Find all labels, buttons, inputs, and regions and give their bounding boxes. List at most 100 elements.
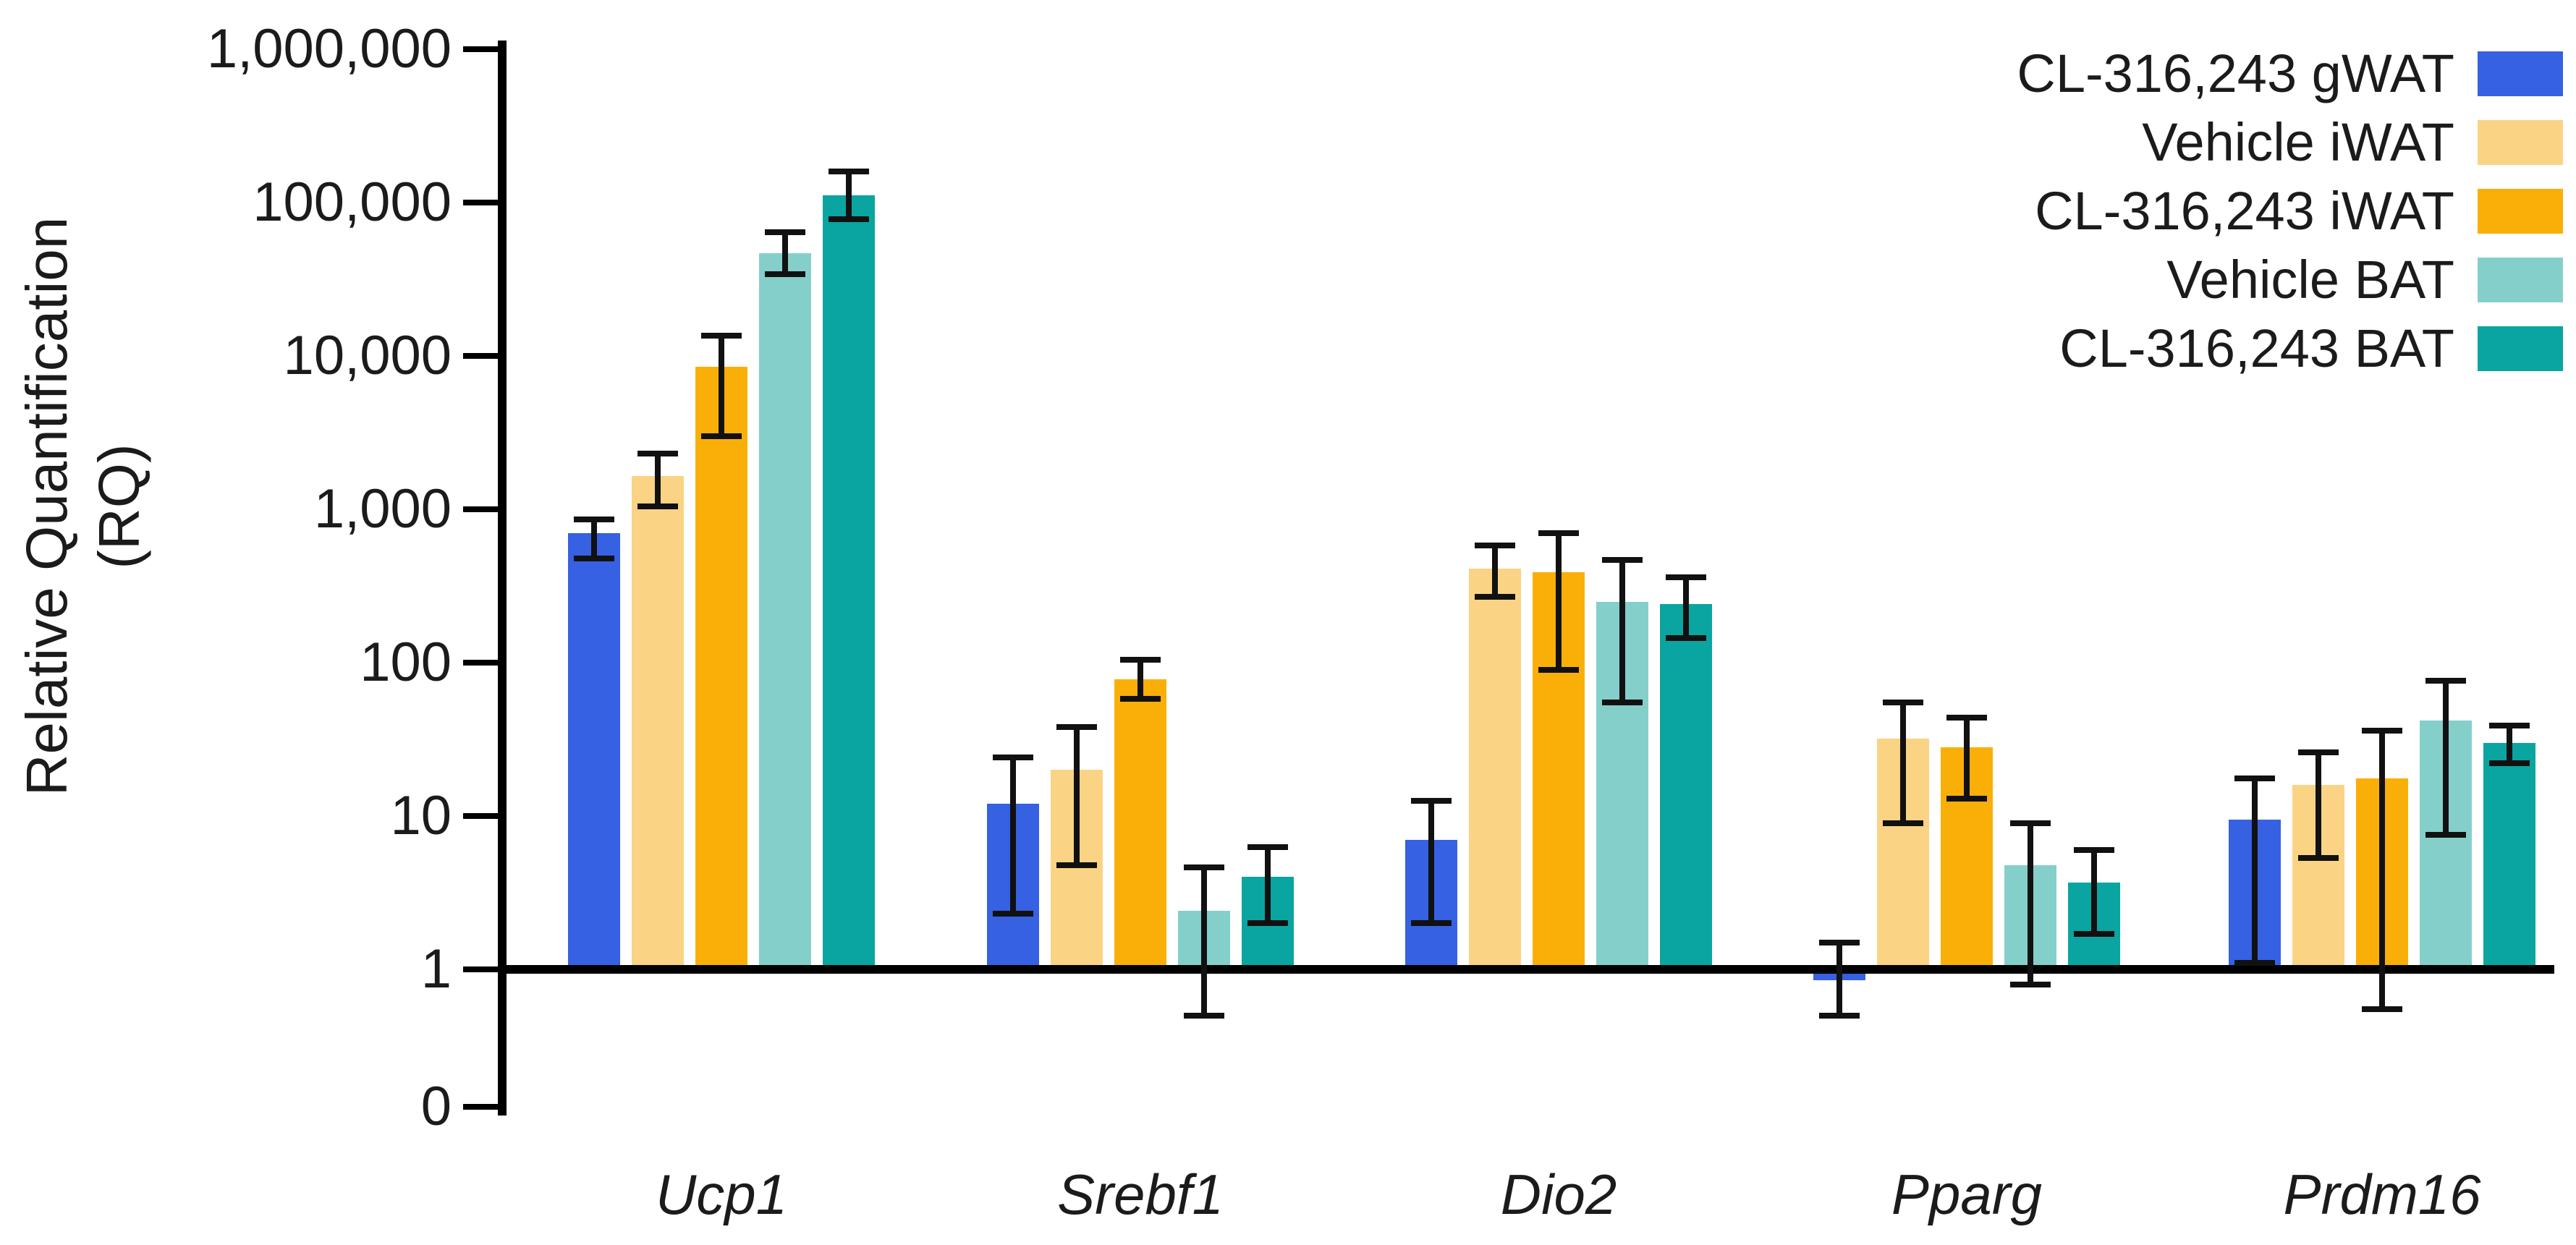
y-tick-label: 1,000	[313, 478, 452, 540]
error-bar-cap-bottom	[1538, 666, 1579, 673]
error-bar-cap-top	[2489, 722, 2530, 728]
y-tick-label: 100	[360, 632, 452, 693]
error-bar-cap-bottom	[1602, 700, 1643, 706]
y-tick-mark	[463, 353, 498, 359]
x-category-label: Srebf1	[1057, 1163, 1224, 1226]
error-bar-cap-top	[765, 229, 805, 236]
y-tick-label: 10,000	[283, 325, 452, 386]
error-bar-cap-bottom	[1666, 634, 1706, 641]
error-bar-cap-top	[637, 451, 678, 457]
error-bar-line	[1010, 757, 1016, 914]
error-bar-line	[1428, 801, 1434, 924]
error-bar-line	[1074, 727, 1080, 865]
error-bar-line	[591, 519, 597, 558]
error-bar-cap-top	[829, 168, 869, 174]
legend-swatch	[2478, 120, 2563, 165]
x-category-label: Dio2	[1500, 1163, 1617, 1226]
error-bar-cap-top	[574, 516, 614, 522]
x-category-label: Prdm16	[2283, 1163, 2481, 1226]
y-tick-label: 100,000	[253, 171, 452, 233]
legend-label: Vehicle iWAT	[2142, 112, 2454, 172]
error-bar-line	[1836, 942, 1842, 1016]
y-tick-mark	[463, 660, 498, 666]
error-bar-cap-top	[2010, 820, 2051, 826]
error-bar-cap-bottom	[1247, 920, 1288, 927]
error-bar-cap-bottom	[2074, 931, 2114, 938]
legend-swatch	[2478, 51, 2563, 96]
legend-label: Vehicle BAT	[2166, 250, 2454, 310]
bar-Ucp1-Vehicle-BAT	[759, 252, 811, 969]
error-bar-line	[2443, 681, 2449, 836]
error-bar-line	[1265, 846, 1271, 924]
error-bar-cap-bottom	[574, 555, 614, 561]
x-category-label: Ucp1	[655, 1163, 788, 1226]
error-bar-cap-bottom	[1819, 1012, 1860, 1019]
error-bar-cap-top	[1946, 714, 1987, 721]
error-bar-cap-top	[2425, 678, 2466, 684]
error-bar-line	[2028, 823, 2033, 985]
y-tick-label: 10	[390, 785, 452, 846]
error-bar-cap-top	[1056, 724, 1097, 731]
error-bar-cap-top	[2362, 728, 2402, 734]
error-bar-cap-top	[1411, 798, 1452, 804]
error-bar-cap-top	[1666, 574, 1706, 581]
error-bar-cap-top	[2234, 776, 2275, 782]
error-bar-line	[1619, 559, 1625, 703]
legend-swatch	[2478, 258, 2563, 302]
bar-Ucp1-CL-316-243-iWAT	[695, 366, 747, 969]
error-bar-cap-top	[1120, 656, 1161, 663]
error-bar-cap-top	[701, 333, 742, 339]
error-bar-line	[2091, 850, 2097, 935]
error-bar-line	[2507, 725, 2512, 764]
error-bar-cap-bottom	[2010, 981, 2051, 987]
y-tick-mark	[463, 506, 498, 512]
y-tick-mark	[463, 200, 498, 205]
error-bar-cap-top	[2074, 847, 2114, 854]
bar-Dio2-CL-316-243-BAT	[1660, 604, 1712, 969]
error-bar-cap-bottom	[1883, 820, 1923, 826]
error-bar-line	[1137, 659, 1143, 700]
error-bar-cap-bottom	[1946, 795, 1987, 802]
error-bar-cap-top	[1819, 939, 1860, 946]
y-tick-mark	[463, 1104, 498, 1110]
error-bar-line	[1964, 717, 1970, 799]
legend-label: CL-316,243 gWAT	[2017, 43, 2454, 103]
error-bar-line	[1683, 577, 1689, 638]
y-axis-spine	[498, 41, 507, 1116]
x-axis-line	[498, 965, 2554, 974]
y-tick-mark	[463, 46, 498, 52]
bar-Ucp1-CL-316-243-gWAT	[568, 532, 620, 969]
error-bar-cap-top	[1475, 543, 1515, 549]
error-bar-line	[1556, 532, 1562, 670]
y-tick-label: 1	[420, 938, 452, 1000]
error-bar-cap-bottom	[2489, 760, 2530, 767]
error-bar-cap-top	[1538, 530, 1579, 536]
y-tick-label: 0	[420, 1076, 452, 1137]
error-bar-line	[655, 454, 661, 506]
y-tick-label: 1,000,000	[206, 18, 452, 80]
error-bar-cap-bottom	[765, 271, 805, 278]
error-bar-cap-bottom	[1184, 1012, 1224, 1019]
error-bar-cap-top	[1247, 844, 1288, 850]
legend-swatch	[2478, 326, 2563, 371]
error-bar-line	[1201, 867, 1207, 1016]
error-bar-cap-top	[993, 755, 1033, 761]
error-bar-line	[846, 171, 852, 219]
error-bar-cap-bottom	[2362, 1006, 2402, 1013]
bar-Srebf1-CL-316-243-iWAT	[1114, 679, 1166, 969]
error-bar-line	[2252, 778, 2258, 964]
error-bar-line	[2316, 752, 2321, 859]
x-category-label: Pparg	[1891, 1163, 2043, 1226]
error-bar-cap-bottom	[2425, 832, 2466, 838]
y-tick-mark	[463, 966, 498, 972]
error-bar-line	[782, 232, 788, 275]
legend-swatch	[2478, 189, 2563, 234]
error-bar-cap-bottom	[829, 216, 869, 222]
legend-label: CL-316,243 BAT	[2059, 318, 2454, 378]
error-bar-cap-bottom	[2234, 960, 2275, 966]
error-bar-cap-bottom	[1475, 593, 1515, 600]
error-bar-cap-bottom	[993, 911, 1033, 917]
error-bar-cap-top	[1184, 864, 1224, 871]
error-bar-cap-bottom	[1056, 862, 1097, 868]
